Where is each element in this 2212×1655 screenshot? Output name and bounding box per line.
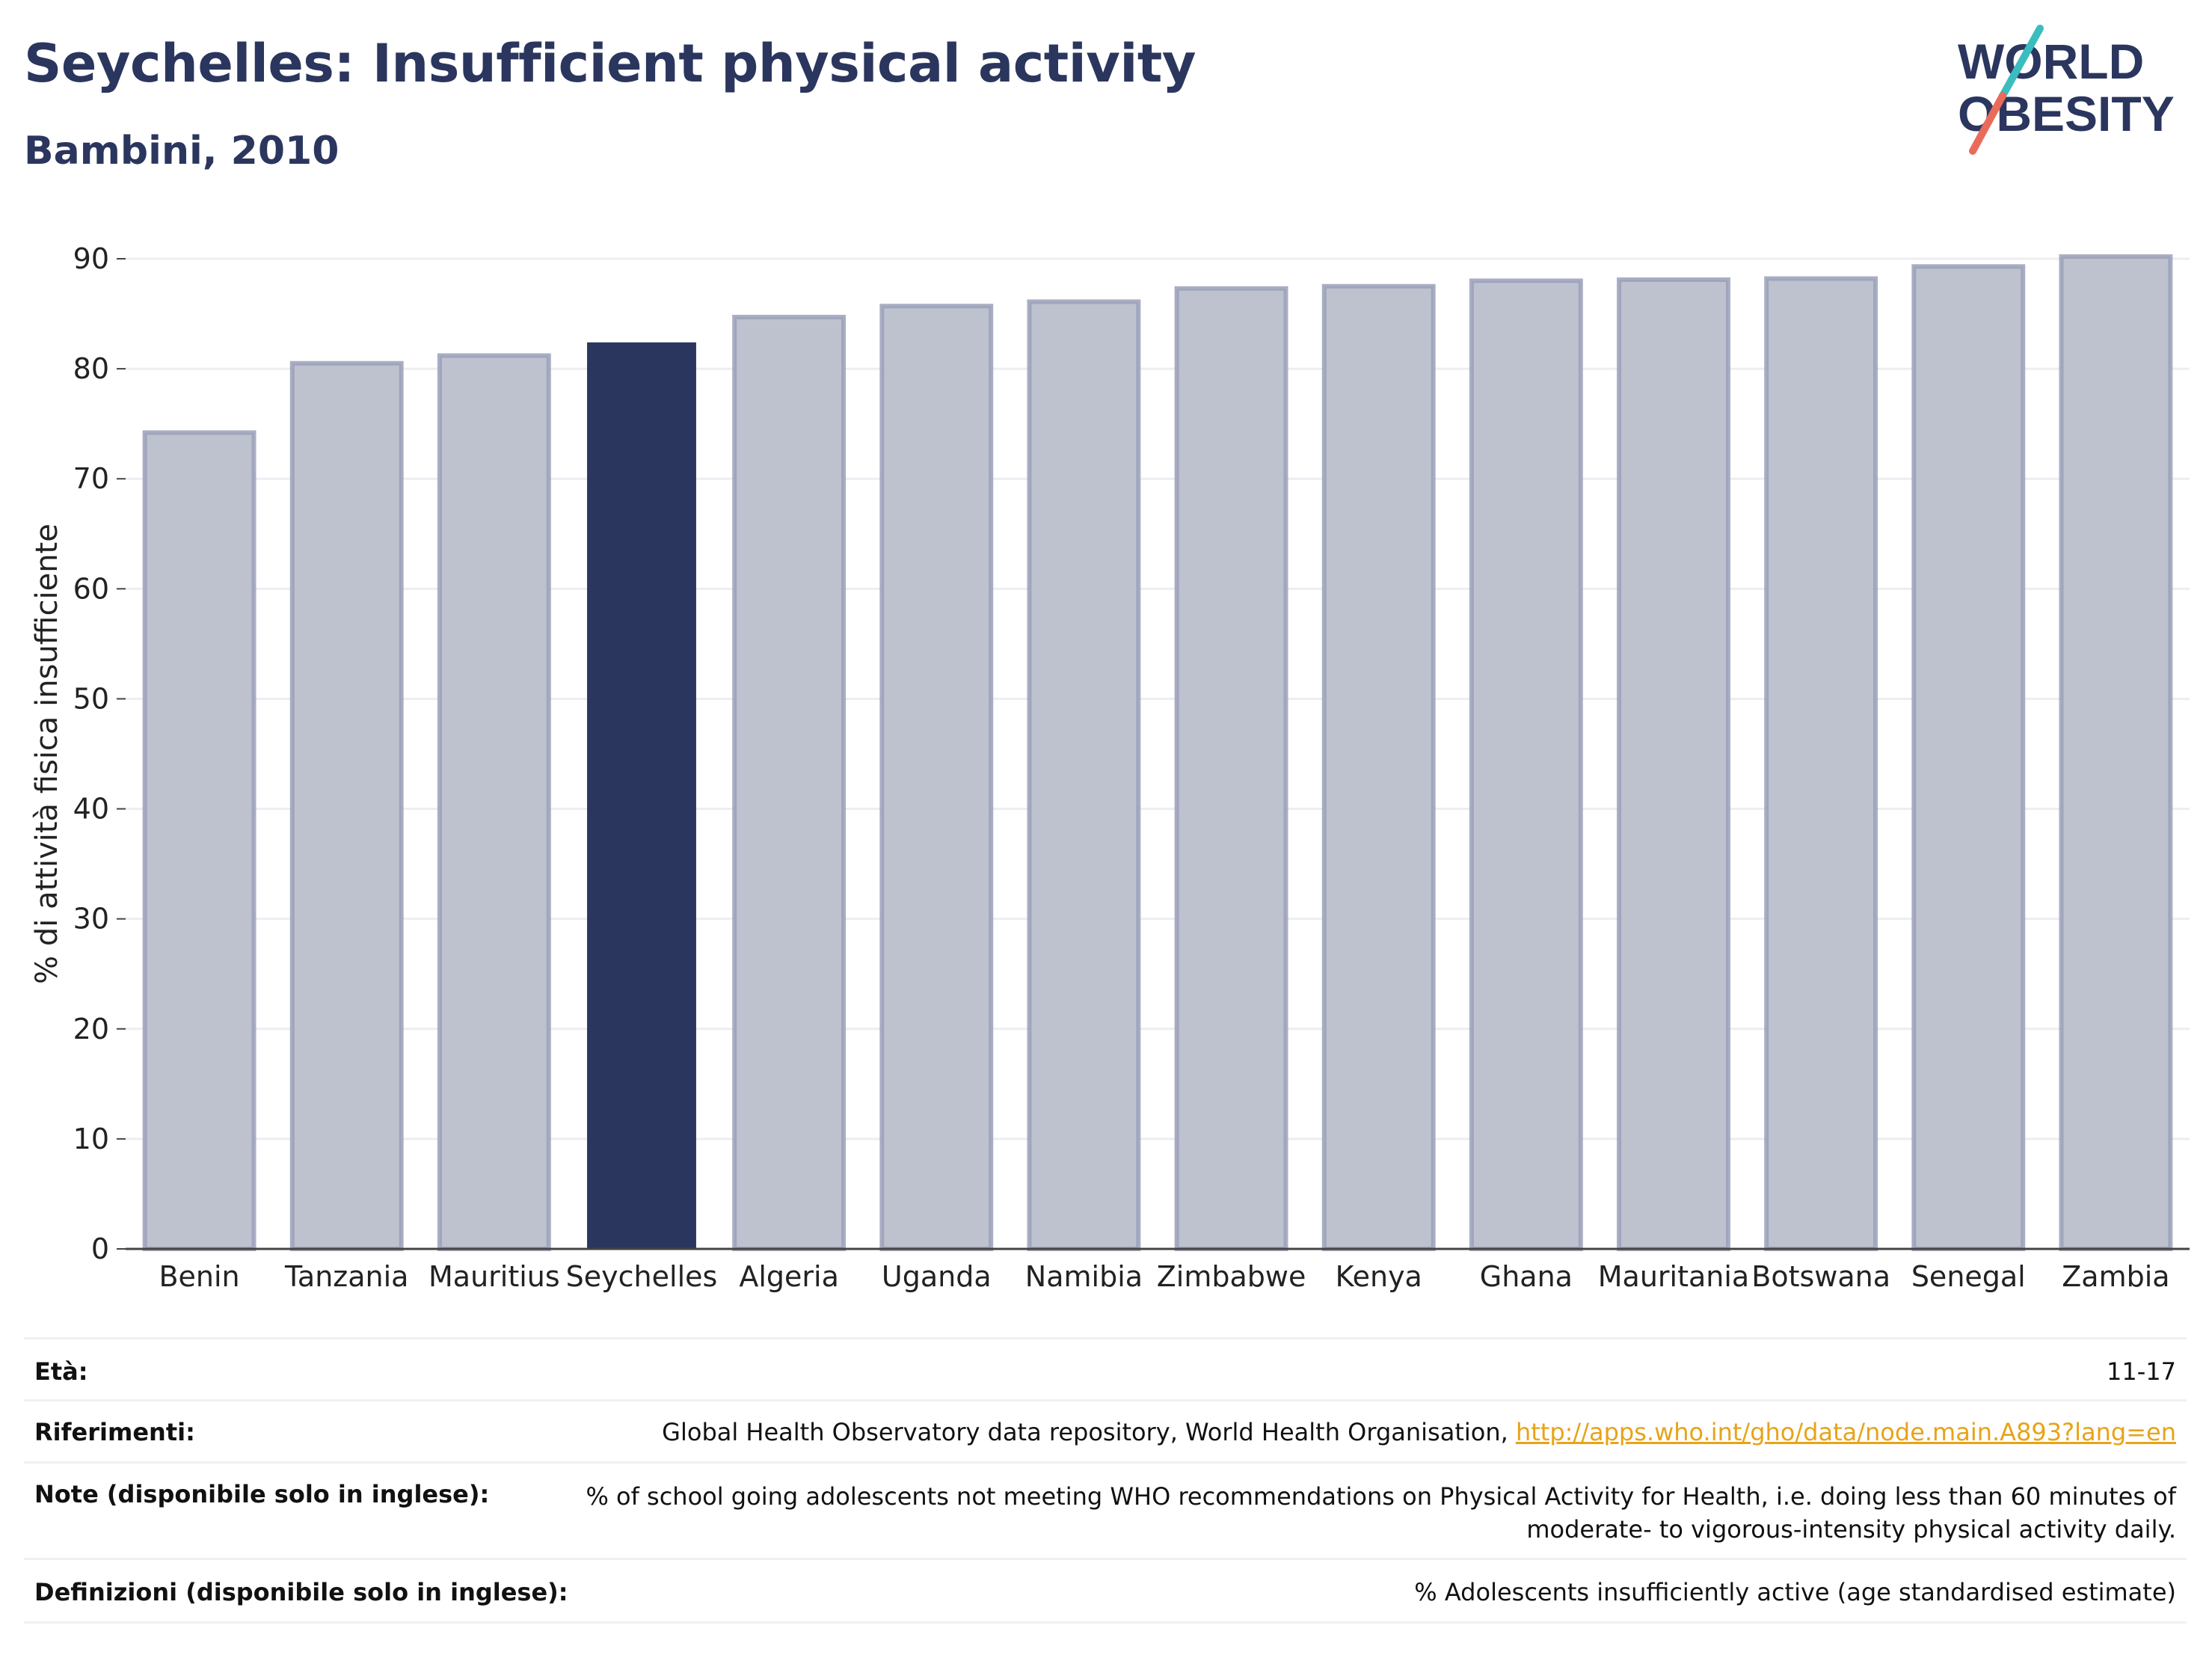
chart-title: Seychelles: Insufficient physical activi… — [24, 33, 1196, 94]
info-row-definitions: Definizioni (disponibile solo in inglese… — [24, 1558, 2187, 1624]
y-tick-label: 70 — [73, 462, 109, 495]
bar-algeria — [732, 314, 847, 1252]
y-tick-label: 50 — [73, 682, 109, 715]
x-tick-label-uganda: Uganda — [882, 1260, 992, 1293]
y-tick-label: 0 — [91, 1232, 109, 1265]
x-tick-label-tanzania: Tanzania — [284, 1260, 408, 1293]
x-tick-label-mauritius: Mauritius — [428, 1260, 560, 1293]
y-axis-label: % di attività fisica insufficiente — [30, 523, 64, 984]
y-tick-label: 60 — [73, 572, 109, 605]
bar-chart: 0 10 20 30 40 50 60 70 80 90 % di attività fisica … — [30, 242, 2190, 1293]
y-tick-label: 40 — [73, 793, 109, 826]
info-label-notes: Note (disponibile solo in inglese): — [34, 1480, 490, 1508]
info-label-age: Età: — [34, 1357, 88, 1386]
bar-tanzania — [289, 360, 404, 1251]
logo-slash-teal — [1999, 25, 2044, 99]
x-tick-label-zambia: Zambia — [2062, 1260, 2169, 1293]
y-tick-label: 10 — [73, 1123, 109, 1155]
bar-namibia — [1027, 299, 1141, 1252]
x-tick-label-algeria: Algeria — [739, 1260, 839, 1293]
references-link[interactable]: http://apps.who.int/gho/data/node.main.A… — [1515, 1418, 2176, 1446]
notes-line1: % of school going adolescents not meetin… — [586, 1482, 2176, 1511]
info-label-references: Riferimenti: — [34, 1418, 195, 1446]
bar-zimbabwe — [1174, 286, 1288, 1252]
x-tick-label-seychelles: Seychelles — [566, 1260, 718, 1293]
bar-benin — [142, 430, 256, 1251]
world-obesity-logo: WORLD OBESITY — [1958, 25, 2175, 155]
bar-botswana — [1764, 276, 1878, 1252]
x-tick-label-zimbabwe: Zimbabwe — [1157, 1260, 1306, 1293]
info-table: Età: 11-17 Riferimenti: Global Health Ob… — [24, 1337, 2187, 1624]
bar-kenya — [1321, 283, 1436, 1251]
bar-uganda — [879, 304, 994, 1251]
bar-mauritius — [437, 353, 551, 1251]
info-label-definitions: Definizioni (disponibile solo in inglese… — [34, 1578, 568, 1606]
info-row-age: Età: 11-17 — [24, 1337, 2187, 1399]
references-text: Global Health Observatory data repositor… — [662, 1418, 1516, 1446]
bar-seychelles — [587, 342, 696, 1249]
info-value-definitions: % Adolescents insufficiently active (age… — [1414, 1578, 2176, 1606]
logo-line1: WORLD — [1958, 34, 2144, 89]
bar-zambia — [2059, 254, 2173, 1252]
x-tick-label-kenya: Kenya — [1336, 1260, 1422, 1293]
y-tick-label: 80 — [73, 352, 109, 385]
x-tick-label-benin: Benin — [159, 1260, 239, 1293]
info-value-references: Global Health Observatory data repositor… — [662, 1418, 2176, 1446]
y-tick-label: 90 — [73, 242, 109, 275]
notes-line2: moderate- to vigorous-intensity physical… — [1526, 1515, 2176, 1544]
chart-subtitle: Bambini, 2010 — [24, 129, 340, 174]
bar-senegal — [1911, 264, 2026, 1252]
x-tick-label-namibia: Namibia — [1025, 1260, 1143, 1293]
y-tick-label: 30 — [73, 903, 109, 936]
bar-ghana — [1469, 278, 1583, 1251]
info-value-notes: % of school going adolescents not meetin… — [586, 1480, 2176, 1546]
bar-mauritania — [1617, 277, 1730, 1251]
info-value-age: 11-17 — [2107, 1357, 2176, 1386]
x-tick-label-botswana: Botswana — [1751, 1260, 1890, 1293]
x-tick-label-mauritania: Mauritania — [1598, 1260, 1749, 1293]
info-row-references: Riferimenti: Global Health Observatory d… — [24, 1399, 2187, 1461]
y-tick-label: 20 — [73, 1013, 109, 1045]
x-tick-label-ghana: Ghana — [1480, 1260, 1573, 1293]
info-row-notes: Note (disponibile solo in inglese): % of… — [24, 1461, 2187, 1558]
x-tick-label-senegal: Senegal — [1911, 1260, 2026, 1293]
logo-slash-coral — [1969, 92, 2006, 155]
